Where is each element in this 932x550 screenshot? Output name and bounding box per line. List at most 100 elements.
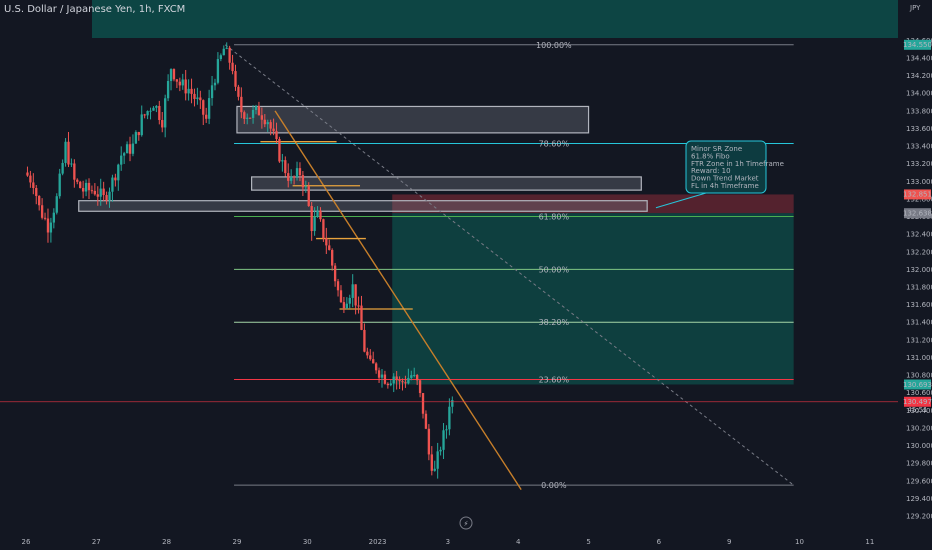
sr-zone-box[interactable] [236, 105, 590, 134]
candle-body [316, 210, 319, 217]
candle-body [445, 429, 448, 431]
candle-body [131, 143, 135, 154]
candle-body [158, 105, 161, 120]
candle-body [421, 393, 425, 414]
annotation-line: Minor SR Zone [691, 145, 742, 153]
currency-label: JPY [909, 4, 921, 12]
fib-level-label: 50.00% [539, 265, 570, 274]
candle-body [418, 380, 422, 394]
candle-body [105, 195, 108, 201]
candle-body [90, 190, 94, 192]
candle-body [172, 69, 176, 80]
candle-body [76, 179, 79, 182]
candle-body [164, 98, 167, 128]
time-tick-label: 29 [232, 538, 241, 546]
candle-body [210, 85, 214, 99]
candle-body [96, 194, 99, 197]
lightning-icon[interactable] [459, 516, 473, 530]
candle-body [134, 132, 138, 144]
candle-body [181, 79, 184, 86]
candle-body [424, 413, 428, 429]
candle-body [61, 162, 64, 174]
fib-level-label: 38.20% [539, 318, 570, 327]
candle-body [310, 205, 313, 232]
candle-body [257, 105, 261, 116]
candle-body [155, 105, 158, 108]
candle-body [386, 383, 390, 386]
candle-body [175, 79, 179, 82]
price-tick-label: 134.200 [906, 72, 932, 80]
candle-body [240, 96, 243, 113]
candle-body [415, 375, 419, 381]
candle-body [187, 88, 190, 94]
take-profit-zone [392, 213, 794, 385]
sr-zone-box[interactable] [78, 200, 648, 212]
candle-body [395, 376, 398, 381]
candle-body [190, 88, 193, 94]
price-tick-label: 133.000 [906, 178, 932, 186]
candle-body [298, 168, 302, 176]
price-tick-label: 129.600 [906, 477, 932, 485]
candle-body [331, 249, 334, 266]
candle-body [366, 351, 369, 356]
candle-body [32, 182, 35, 189]
candle-body [231, 62, 234, 72]
candle-body [137, 132, 140, 136]
candle-body [448, 406, 451, 430]
candle-body [219, 55, 223, 60]
candle-body [407, 377, 410, 384]
price-tick-label: 131.000 [906, 354, 932, 362]
candle-body [360, 305, 363, 330]
candle-body [64, 141, 67, 163]
candle-body [52, 212, 55, 223]
candle-body [35, 188, 38, 196]
candle-body [87, 182, 91, 191]
candle-body [451, 400, 454, 407]
candle-body [272, 128, 275, 132]
candle-body [439, 449, 442, 452]
candle-body [304, 186, 307, 188]
candle-body [169, 69, 173, 82]
candle-body [46, 218, 50, 233]
sr-zone-box[interactable] [251, 176, 642, 191]
time-tick-label: 5 [586, 538, 590, 546]
price-tick-label: 133.400 [906, 143, 932, 151]
price-tick-label: 131.800 [906, 284, 932, 292]
candle-body [184, 79, 187, 94]
candle-body [260, 115, 264, 120]
candle-body [55, 196, 58, 213]
price-label-value: 132.851 [903, 191, 932, 199]
candle-body [161, 119, 164, 128]
candle-body [143, 114, 146, 116]
candle-body [333, 265, 337, 282]
candle-body [295, 168, 299, 178]
price-label-tag [904, 379, 931, 390]
candle-body [307, 186, 310, 206]
price-label-tag [904, 189, 931, 200]
candle-body [278, 139, 281, 162]
candle-body [67, 141, 70, 165]
candle-body [199, 97, 202, 101]
candle-body [146, 111, 149, 116]
candle-body [79, 181, 82, 188]
time-tick-label: 10 [795, 538, 804, 546]
candle-body [263, 119, 266, 125]
candle-body [389, 383, 392, 386]
price-axis[interactable] [901, 0, 932, 550]
candle-body [380, 374, 384, 378]
time-tick-label: 3 [446, 538, 450, 546]
annotation-callout[interactable] [685, 140, 767, 194]
candle-body [122, 153, 126, 156]
price-tick-label: 130.200 [906, 424, 932, 432]
candle-body [339, 290, 343, 303]
candle-body [383, 374, 387, 384]
candle-body [345, 303, 348, 309]
time-tick-label: 30 [303, 538, 312, 546]
downtrend-line[interactable] [274, 110, 522, 490]
countdown-label: 45:51 [907, 406, 927, 414]
candle-body [196, 97, 199, 99]
top-zone-band [92, 0, 898, 38]
candle-body [322, 219, 325, 239]
